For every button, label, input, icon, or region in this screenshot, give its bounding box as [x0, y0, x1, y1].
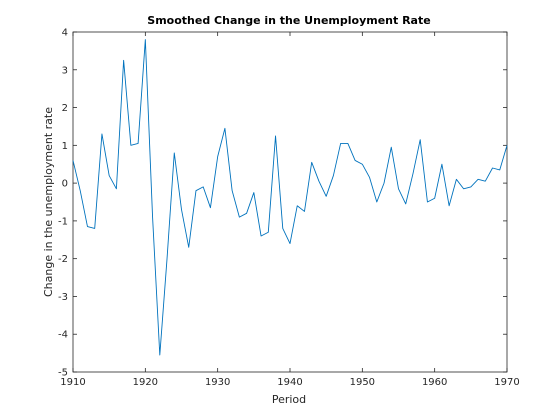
y-tick-label: 4: [62, 28, 68, 39]
y-tick-label: -5: [58, 368, 68, 379]
y-tick-label: -3: [58, 292, 68, 303]
y-tick-label: -4: [58, 330, 68, 341]
x-axis-label: Period: [272, 393, 306, 406]
series-line: [72, 39, 508, 356]
plot-area: 1910 1920 1930 1940 1950 1960 1970 -5 -4 -3 -2 -1 0 1…: [58, 28, 520, 389]
x-tick-label: 1930: [205, 377, 230, 388]
y-axis-label: Change in the unemployment rate: [42, 107, 55, 297]
x-tick-label: 1950: [350, 377, 375, 388]
y-tick-label: -2: [58, 254, 68, 265]
y-tick-label: 3: [62, 65, 68, 76]
x-tick-label: 1910: [60, 377, 85, 388]
x-tick-label: 1970: [494, 377, 519, 388]
y-tick-label: 0: [62, 179, 68, 190]
x-tick-label: 1960: [422, 377, 447, 388]
x-tick-label: 1920: [133, 377, 158, 388]
y-tick-label: 2: [62, 103, 68, 114]
chart-title: Smoothed Change in the Unemployment Rate: [147, 14, 430, 27]
x-tick-label: 1940: [277, 377, 302, 388]
y-tick-label: -1: [58, 216, 68, 227]
y-tick-label: 1: [62, 141, 68, 152]
